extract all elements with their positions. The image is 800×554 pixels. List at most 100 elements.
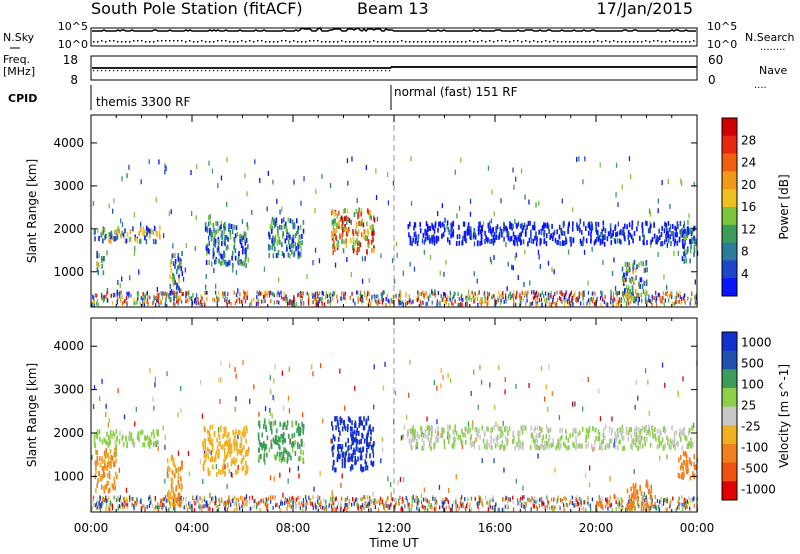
power-cell bbox=[101, 293, 103, 297]
noise-search-dot bbox=[273, 41, 275, 43]
velocity-cell bbox=[369, 428, 372, 434]
power-cell bbox=[576, 222, 578, 228]
velocity-cell bbox=[452, 429, 454, 435]
power-cell bbox=[369, 225, 371, 230]
velocity-cell bbox=[654, 495, 656, 499]
velocity-cell bbox=[235, 373, 237, 379]
power-cell bbox=[226, 157, 228, 163]
power-cell bbox=[176, 269, 178, 275]
power-cell bbox=[287, 232, 290, 238]
power-cell bbox=[140, 221, 142, 227]
velocity-cell bbox=[160, 498, 162, 503]
nave-dot bbox=[531, 66, 533, 68]
velocity-cell bbox=[606, 442, 608, 448]
velocity-cell bbox=[478, 495, 480, 500]
power-cell bbox=[318, 297, 321, 302]
power-cell bbox=[684, 253, 687, 259]
power-cell bbox=[642, 232, 644, 237]
power-cell bbox=[336, 213, 339, 219]
velocity-cell bbox=[172, 460, 175, 466]
noise-search-dot bbox=[289, 41, 291, 43]
nave-dot bbox=[467, 66, 469, 68]
power-cell bbox=[352, 230, 355, 236]
power-cell bbox=[540, 293, 542, 298]
power-cell bbox=[545, 233, 548, 239]
velocity-cell bbox=[429, 505, 431, 510]
nave-dot bbox=[93, 70, 95, 72]
power-cell bbox=[567, 299, 569, 304]
power-cell bbox=[569, 300, 571, 305]
power-cell bbox=[346, 158, 349, 164]
power-cell bbox=[640, 277, 643, 283]
power-cell bbox=[97, 303, 100, 307]
velocity-cell bbox=[126, 499, 128, 504]
power-cell bbox=[530, 229, 532, 235]
velocity-cell bbox=[226, 507, 229, 512]
velocity-cell bbox=[665, 498, 668, 503]
velocity-cell bbox=[614, 437, 617, 442]
velocity-cell bbox=[305, 507, 307, 511]
power-cell bbox=[351, 156, 353, 162]
power-cell bbox=[512, 167, 514, 173]
velocity-cell bbox=[609, 499, 611, 504]
velocity-cell bbox=[548, 506, 551, 511]
velocity-cell bbox=[171, 470, 174, 476]
noise-search-dot bbox=[133, 40, 135, 42]
velocity-cell bbox=[101, 500, 103, 505]
velocity-cell bbox=[477, 404, 479, 410]
velocity-cell bbox=[420, 432, 423, 438]
power-cell bbox=[600, 232, 602, 237]
nave-dot bbox=[241, 70, 243, 72]
power-cell bbox=[582, 241, 584, 246]
velocity-cell bbox=[656, 499, 659, 503]
power-cell bbox=[603, 241, 606, 247]
power-cell bbox=[249, 302, 251, 307]
power-cell bbox=[586, 301, 588, 306]
nave-dot bbox=[293, 70, 295, 72]
power-cell bbox=[445, 259, 447, 265]
power-cell bbox=[597, 233, 599, 239]
power-cell bbox=[458, 234, 461, 239]
velocity-cell bbox=[103, 498, 105, 503]
velocity-cell bbox=[637, 438, 639, 444]
power-cell bbox=[242, 246, 244, 251]
power-cell bbox=[683, 251, 685, 257]
power-cell bbox=[263, 266, 266, 272]
velocity-cell bbox=[658, 440, 661, 446]
power-cell bbox=[665, 237, 668, 242]
velocity-cell bbox=[635, 442, 637, 448]
velocity-cell bbox=[102, 473, 105, 479]
velocity-cell bbox=[512, 507, 515, 512]
velocity-cell bbox=[639, 439, 641, 445]
velocity-cell bbox=[319, 503, 321, 508]
velocity-cell bbox=[536, 425, 539, 431]
velocity-cell bbox=[365, 461, 368, 467]
velocity-cell bbox=[473, 443, 476, 449]
velocity-cell bbox=[167, 465, 170, 471]
noise-search-dot bbox=[513, 40, 515, 42]
power-cell bbox=[244, 257, 247, 263]
power-cell bbox=[203, 301, 205, 305]
velocity-cell bbox=[153, 433, 156, 439]
power-cell bbox=[366, 236, 369, 241]
velocity-cell bbox=[288, 366, 290, 372]
power-cell bbox=[664, 221, 666, 227]
velocity-cell bbox=[237, 430, 240, 436]
velocity-cell bbox=[530, 498, 532, 503]
power-cell bbox=[405, 302, 407, 307]
velocity-cell bbox=[227, 504, 230, 509]
power-cell bbox=[538, 200, 540, 206]
noise-search-dot bbox=[609, 41, 611, 43]
nave-dot bbox=[563, 66, 565, 68]
power-cell bbox=[590, 232, 592, 238]
velocity-cell bbox=[581, 426, 584, 432]
velocity-cell bbox=[444, 499, 446, 504]
velocity-cell bbox=[201, 498, 203, 503]
velocity-cell bbox=[584, 507, 587, 512]
velocity-cell bbox=[235, 457, 237, 463]
velocity-cell bbox=[460, 503, 462, 508]
velocity-cell bbox=[129, 495, 131, 500]
power-cell bbox=[178, 297, 181, 302]
power-cell bbox=[636, 226, 638, 232]
velocity-cell bbox=[99, 396, 101, 402]
